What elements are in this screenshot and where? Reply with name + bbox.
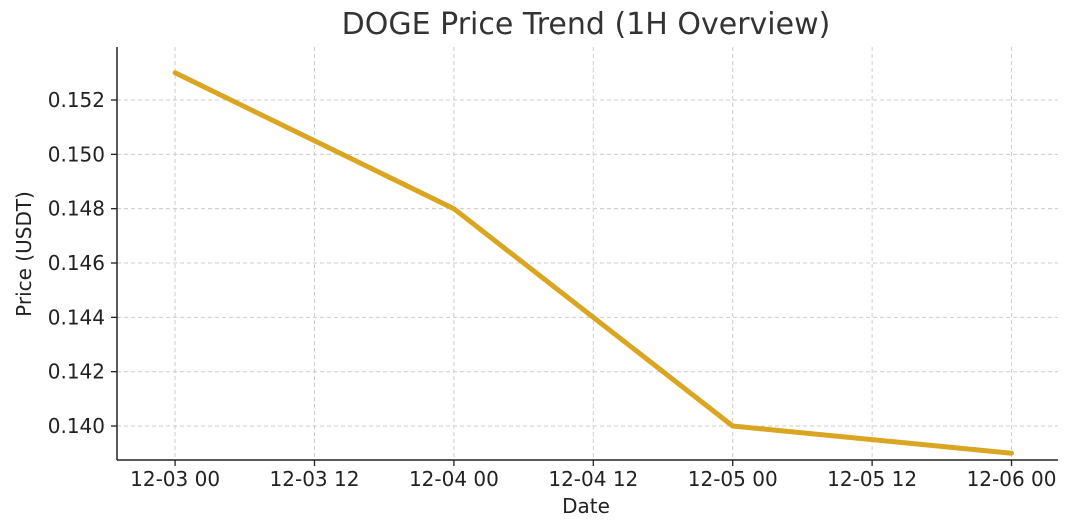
x-ticks: 12-03 00 12-03 12 12-04 00 12-04 12 12-05 00… [130, 460, 1056, 491]
y-tick-label: 0.150 [48, 142, 105, 166]
x-tick-label: 12-04 00 [409, 467, 499, 491]
y-tick-label: 0.142 [48, 360, 105, 384]
x-tick-label: 12-03 12 [270, 467, 360, 491]
x-tick-label: 12-04 12 [548, 467, 638, 491]
axes [116, 47, 1058, 461]
grid [117, 47, 1058, 460]
series-layer [172, 70, 1014, 456]
y-ticks: 0.140 0.142 0.144 0.146 0.148 0.150 0.152 [48, 88, 117, 438]
y-axis-title: Price (USDT) [12, 191, 36, 317]
y-tick-label: 0.148 [48, 197, 105, 221]
y-tick-label: 0.146 [48, 251, 105, 275]
x-tick-label: 12-05 12 [827, 467, 917, 491]
x-axis-title: Date [562, 494, 610, 518]
y-tick-label: 0.144 [48, 305, 105, 329]
chart-title: DOGE Price Trend (1H Overview) [342, 7, 831, 42]
series-line [172, 70, 1014, 456]
y-tick-label: 0.152 [48, 88, 105, 112]
x-tick-label: 12-03 00 [130, 467, 220, 491]
x-tick-label: 12-05 00 [688, 467, 778, 491]
y-tick-label: 0.140 [48, 414, 105, 438]
x-tick-label: 12-06 00 [967, 467, 1057, 491]
